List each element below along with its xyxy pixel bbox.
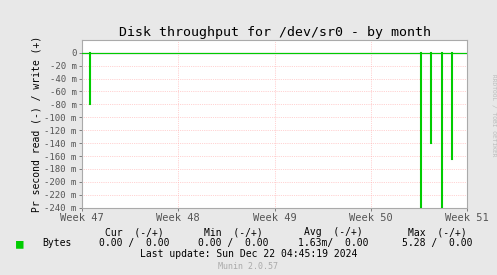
Y-axis label: Pr second read (-) / write (+): Pr second read (-) / write (+) <box>31 36 41 212</box>
Text: Last update: Sun Dec 22 04:45:19 2024: Last update: Sun Dec 22 04:45:19 2024 <box>140 249 357 259</box>
Title: Disk throughput for /dev/sr0 - by month: Disk throughput for /dev/sr0 - by month <box>119 26 430 39</box>
Text: Bytes: Bytes <box>42 238 72 248</box>
Text: Min  (-/+): Min (-/+) <box>204 227 263 237</box>
Text: 1.63m/  0.00: 1.63m/ 0.00 <box>298 238 368 248</box>
Text: Munin 2.0.57: Munin 2.0.57 <box>219 262 278 271</box>
Text: Avg  (-/+): Avg (-/+) <box>304 227 362 237</box>
Text: Cur  (-/+): Cur (-/+) <box>105 227 164 237</box>
Text: 0.00 /  0.00: 0.00 / 0.00 <box>198 238 269 248</box>
Text: 5.28 /  0.00: 5.28 / 0.00 <box>402 238 473 248</box>
Text: Max  (-/+): Max (-/+) <box>408 227 467 237</box>
Text: 0.00 /  0.00: 0.00 / 0.00 <box>99 238 169 248</box>
Text: ■: ■ <box>16 237 24 250</box>
Text: RRDTOOL / TOBI OETIKER: RRDTOOL / TOBI OETIKER <box>491 74 496 157</box>
